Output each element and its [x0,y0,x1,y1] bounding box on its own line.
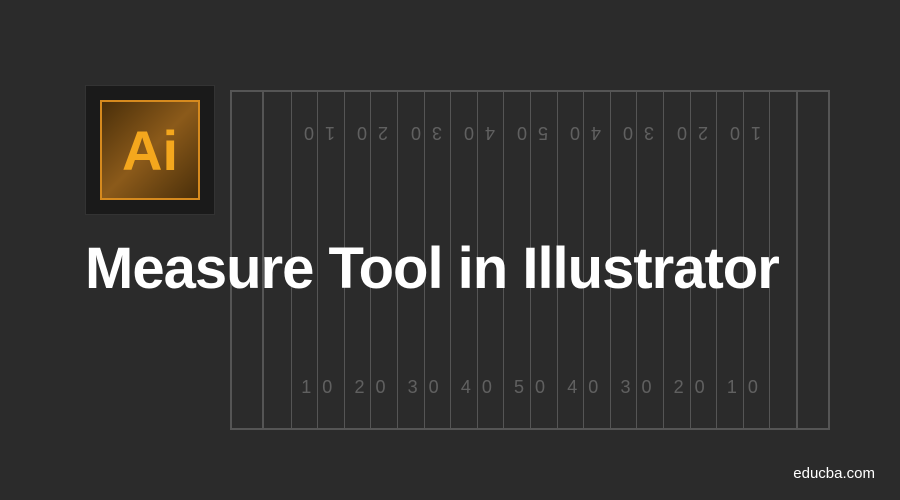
yard-number-bottom: 4 0 [567,377,601,398]
yard-number-top: 4 0 [567,122,601,143]
yard-number-top: 3 0 [620,122,654,143]
yard-number-top: 1 0 [727,122,761,143]
yard-number-bottom: 3 0 [620,377,654,398]
yard-number-top: 5 0 [514,122,548,143]
yard-number-bottom: 3 0 [408,377,442,398]
logo-text: Ai [122,118,178,183]
yard-number-bottom: 2 0 [354,377,388,398]
yard-number-top: 2 0 [354,122,388,143]
logo-inner-frame: Ai [100,100,200,200]
watermark-text: educba.com [793,465,875,482]
yard-number-bottom: 4 0 [461,377,495,398]
yard-number-bottom: 1 0 [301,377,335,398]
yard-number-bottom: 1 0 [727,377,761,398]
yard-number-top: 4 0 [461,122,495,143]
yard-number-top: 1 0 [301,122,335,143]
yard-number-bottom: 2 0 [674,377,708,398]
main-title: Measure Tool in Illustrator [85,235,779,302]
yard-number-top: 2 0 [674,122,708,143]
yard-number-top: 3 0 [408,122,442,143]
yard-number-bottom: 5 0 [514,377,548,398]
adobe-illustrator-logo: Ai [85,85,215,215]
